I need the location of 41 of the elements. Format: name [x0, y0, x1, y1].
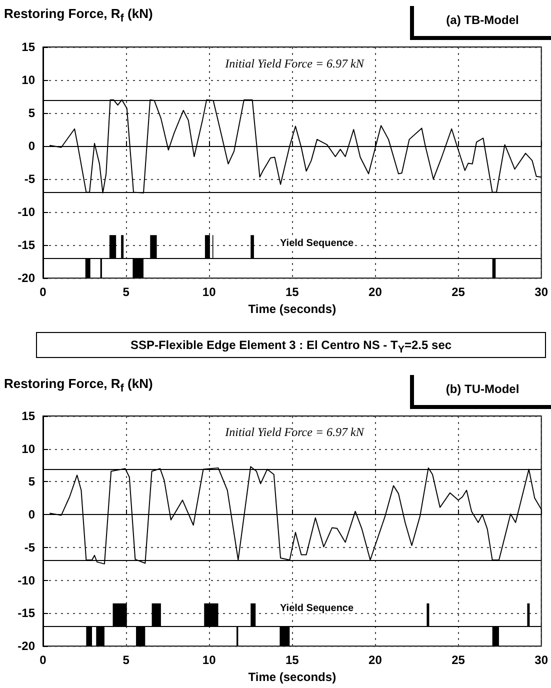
y-tick-label: 10: [22, 73, 36, 88]
y-tick-label: -20: [18, 639, 36, 654]
annotation: Initial Yield Force = 6.97 kN: [224, 425, 365, 440]
x-tick-label: 5: [122, 285, 130, 300]
y-tick-label: 0: [28, 139, 36, 154]
x-tick-label: 0: [40, 285, 47, 300]
x-tick-label: 10: [202, 285, 216, 300]
x-tick-label: 20: [368, 653, 382, 668]
x-tick-label: 10: [202, 653, 216, 668]
x-tick-label: 30: [534, 285, 548, 300]
x-tick-label: 30: [534, 653, 548, 668]
x-tick-label: 25: [452, 285, 466, 300]
y-tick-label: -15: [18, 238, 36, 252]
y-axis-title: Restoring Force, R$_{f}$ (kN): [4, 376, 153, 395]
y-tick-label: 15: [22, 409, 36, 423]
y-tick-label: -10: [18, 205, 36, 220]
x-axis-title: Time (seconds): [248, 302, 336, 316]
annotation: Initial Yield Force = 6.97 kN: [224, 56, 365, 71]
y-tick-label: -5: [24, 540, 36, 554]
y-tick-label: -5: [24, 172, 36, 186]
chart-subtitle: (b) TU-Model: [410, 375, 551, 409]
annotation: Yield Sequence: [280, 603, 354, 614]
x-tick-label: 20: [368, 285, 382, 300]
x-axis-title: Time (seconds): [248, 670, 336, 684]
y-tick-label: 15: [22, 40, 36, 54]
y-tick-label: -10: [18, 573, 36, 588]
y-axis-title: Restoring Force, R$_{f}$ (kN): [4, 6, 153, 25]
y-tick-label: 5: [28, 474, 36, 489]
x-tick-label: 25: [452, 653, 466, 668]
annotation: Yield Sequence: [280, 238, 354, 250]
y-tick-label: 5: [28, 106, 36, 120]
x-tick-label: 15: [285, 653, 300, 668]
y-tick-label: 10: [22, 442, 36, 456]
chart-title: SSP-Flexible Edge Element 3 : El Centro NS - T$_{Y}$=2.5 sec: [36, 332, 546, 358]
chart-subtitle: (a) TB-Model: [410, 6, 551, 40]
y-tick-label: 0: [28, 508, 36, 522]
y-tick-label: -20: [18, 271, 36, 286]
x-tick-label: 5: [122, 653, 130, 668]
x-tick-label: 0: [40, 653, 47, 668]
x-tick-label: 15: [285, 285, 300, 300]
y-tick-label: -15: [18, 606, 36, 620]
